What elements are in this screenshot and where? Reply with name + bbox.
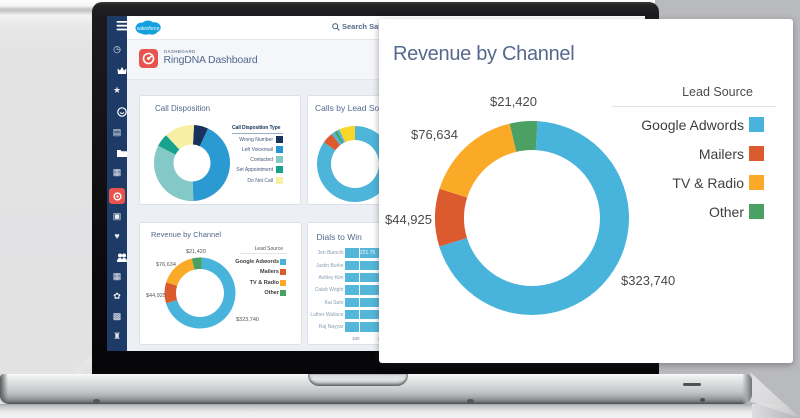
svg-text:salesforce: salesforce	[137, 26, 160, 32]
